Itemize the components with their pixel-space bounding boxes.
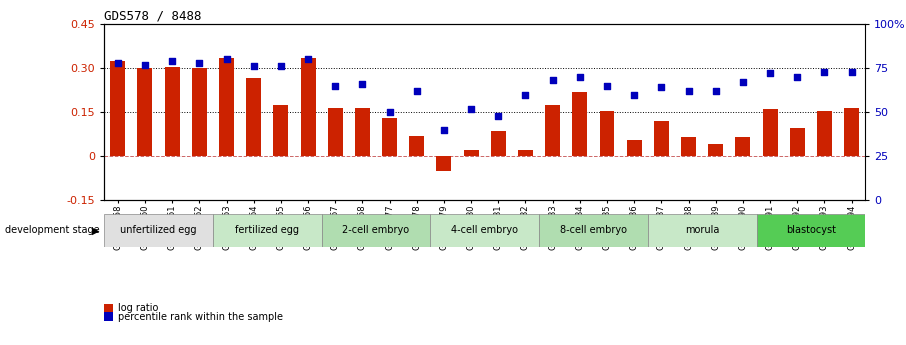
Bar [757, 214, 865, 247]
Text: GDS578 / 8488: GDS578 / 8488 [104, 10, 202, 23]
Bar [219, 58, 234, 156]
Point [111, 60, 125, 66]
Point [219, 57, 234, 62]
Point [464, 106, 478, 111]
Bar [192, 68, 207, 156]
Bar [681, 137, 696, 156]
Text: 2-cell embryo: 2-cell embryo [342, 225, 410, 235]
Point [165, 58, 179, 64]
Text: fertilized egg: fertilized egg [236, 225, 299, 235]
Bar [246, 78, 261, 156]
Text: ▶: ▶ [92, 225, 100, 235]
Bar [111, 61, 125, 156]
Point [491, 113, 506, 118]
Bar [301, 58, 315, 156]
Bar [464, 150, 478, 156]
Bar [600, 111, 614, 156]
Bar [138, 68, 152, 156]
Text: blastocyst: blastocyst [786, 225, 836, 235]
Bar [545, 105, 560, 156]
Point [355, 81, 370, 87]
Bar [736, 137, 750, 156]
Point [382, 109, 397, 115]
Point [844, 69, 859, 75]
Point [681, 88, 696, 94]
Point [708, 88, 723, 94]
Bar [437, 156, 451, 171]
Point [301, 57, 315, 62]
Bar [491, 131, 506, 156]
Text: 4-cell embryo: 4-cell embryo [451, 225, 518, 235]
Bar [627, 140, 641, 156]
Point [817, 69, 832, 75]
Point [545, 78, 560, 83]
Point [627, 92, 641, 97]
Text: unfertilized egg: unfertilized egg [120, 225, 197, 235]
Bar [328, 108, 342, 156]
Text: development stage: development stage [5, 225, 99, 235]
Point [518, 92, 533, 97]
Bar [648, 214, 757, 247]
Point [328, 83, 342, 89]
Bar [430, 214, 539, 247]
Bar [539, 214, 648, 247]
Point [736, 79, 750, 85]
Bar [708, 145, 723, 156]
Point [246, 63, 261, 69]
Bar [382, 118, 397, 156]
Bar [274, 105, 288, 156]
Point [600, 83, 614, 89]
Text: morula: morula [685, 225, 719, 235]
Bar [790, 128, 805, 156]
Bar [322, 214, 430, 247]
Bar [165, 67, 179, 156]
Point [763, 71, 777, 76]
Point [192, 60, 207, 66]
Point [790, 74, 805, 80]
Point [573, 74, 587, 80]
Point [274, 63, 288, 69]
Text: percentile rank within the sample: percentile rank within the sample [118, 312, 283, 322]
Text: 8-cell embryo: 8-cell embryo [560, 225, 627, 235]
Bar [518, 150, 533, 156]
Text: log ratio: log ratio [118, 303, 159, 313]
Bar [763, 109, 777, 156]
Point [138, 62, 152, 67]
Bar [213, 214, 322, 247]
Point [654, 85, 669, 90]
Bar [817, 111, 832, 156]
Bar [654, 121, 669, 156]
Bar [410, 136, 424, 156]
Bar [573, 92, 587, 156]
Point [437, 127, 451, 132]
Bar [104, 214, 213, 247]
Bar [355, 108, 370, 156]
Point [410, 88, 424, 94]
Bar [844, 108, 859, 156]
